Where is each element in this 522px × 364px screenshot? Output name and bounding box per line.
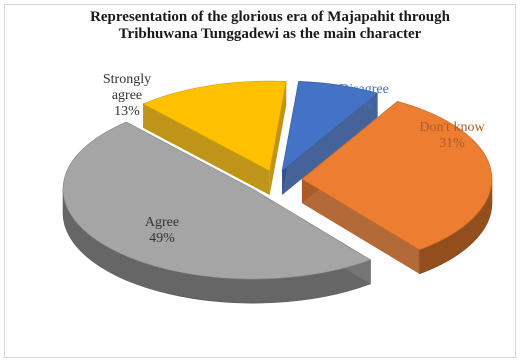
chart-title: Representation of the glorious era of Ma… bbox=[40, 9, 500, 43]
pie-slice-disagree bbox=[281, 81, 379, 195]
data-label-strongly-agree: Strongly agree 13% bbox=[103, 72, 151, 119]
pie-slice-agree bbox=[62, 121, 372, 304]
chart-frame bbox=[4, 4, 516, 358]
chart-title-line-1: Representation of the glorious era of Ma… bbox=[90, 9, 450, 25]
data-label-agree: Agree 49% bbox=[145, 215, 179, 246]
chart-title-line-2: Tribhuwana Tunggadewi as the main charac… bbox=[118, 26, 422, 42]
pie-slice-don-t-know bbox=[301, 101, 493, 275]
data-label-don-t-know: Don't know 31% bbox=[419, 120, 485, 151]
pie-slice-strongly-agree bbox=[142, 80, 287, 196]
data-label-disagree: Disagree 7% bbox=[339, 82, 389, 113]
